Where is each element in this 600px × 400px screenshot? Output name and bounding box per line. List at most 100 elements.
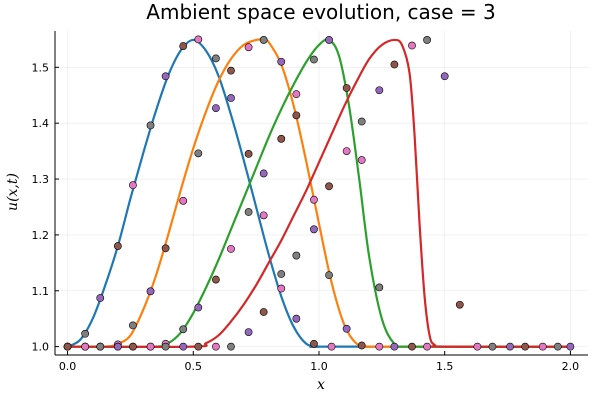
data-point-series-4: [113, 342, 122, 351]
data-point-series-4: [244, 328, 253, 336]
data-point-series-1: [129, 181, 137, 190]
data-point-series-4: [179, 342, 188, 351]
data-point-series-3: [310, 55, 318, 64]
data-point-series-4: [146, 342, 155, 351]
data-point-series-4: [423, 36, 431, 44]
series-lines: [66, 38, 572, 348]
data-point-series-4: [408, 41, 416, 50]
data-point-series-4: [81, 342, 90, 351]
grid: [55, 31, 588, 355]
data-point-series-3: [212, 275, 220, 284]
data-point-series-1: [96, 294, 105, 302]
data-point-series-1: [244, 149, 253, 158]
data-point-series-3: [227, 244, 235, 253]
data-point-series-4: [310, 225, 318, 234]
data-point-series-4: [473, 342, 482, 351]
data-point-series-2: [375, 342, 384, 351]
data-point-series-3: [357, 156, 366, 164]
data-point-series-3: [277, 134, 286, 143]
data-point-series-4: [357, 117, 366, 126]
data-point-series-4: [161, 342, 170, 351]
axis-labels: x u(x,t): [5, 173, 325, 393]
axes: 0.0 0.5 1.0 1.5 2.0 1.0 1.1 1.2 1.3 1.4 1.5: [32, 31, 588, 373]
data-point-series-1: [259, 211, 268, 220]
data-point-series-1: [212, 54, 220, 63]
data-point-series-2: [146, 287, 155, 296]
y-tick-label: 1.1: [32, 285, 50, 298]
series-line-3: [66, 38, 572, 348]
y-tick-label: 1.4: [32, 117, 50, 130]
series-line-1: [66, 38, 572, 348]
data-point-series-1: [179, 42, 188, 50]
data-point-series-2: [259, 36, 268, 44]
data-point-series-2: [161, 244, 170, 253]
data-point-series-1: [327, 342, 336, 351]
data-point-series-2: [325, 271, 333, 280]
data-point-series-4: [553, 342, 562, 351]
data-point-series-3: [342, 84, 351, 92]
data-point-series-1: [81, 329, 90, 338]
data-point-series-3: [179, 325, 188, 334]
data-point-series-3: [194, 303, 203, 312]
data-point-series-4: [488, 342, 497, 351]
data-point-series-1: [113, 242, 122, 250]
y-tick-label: 1.0: [32, 341, 50, 354]
data-point-series-4: [277, 284, 286, 293]
chart-title: Ambient space evolution, case = 3: [146, 0, 495, 24]
data-point-series-2: [277, 57, 286, 66]
data-point-series-4: [342, 147, 351, 156]
data-point-series-2: [342, 324, 351, 333]
data-point-series-1: [277, 270, 286, 278]
y-tick-label: 1.5: [32, 61, 50, 74]
data-point-series-2: [357, 341, 366, 350]
data-point-series-4: [259, 308, 268, 316]
data-point-series-4: [566, 342, 575, 351]
x-axis-label: x: [317, 377, 325, 393]
data-point-series-4: [325, 182, 333, 191]
data-point-series-2: [194, 149, 203, 158]
data-point-series-4: [227, 342, 235, 351]
x-tick-label: 0.5: [185, 360, 203, 373]
data-point-series-2: [244, 43, 253, 52]
series-markers: [63, 35, 575, 351]
data-point-series-3: [325, 36, 333, 44]
data-point-series-4: [521, 342, 530, 351]
data-point-series-4: [455, 300, 464, 309]
y-tick-label: 1.2: [32, 229, 50, 242]
data-point-series-4: [212, 342, 220, 351]
data-point-series-4: [538, 342, 547, 351]
y-axis-label: u(x,t): [5, 173, 21, 211]
data-point-series-4: [96, 342, 105, 351]
x-tick-label: 0.0: [59, 360, 77, 373]
data-point-series-2: [212, 104, 220, 112]
data-point-series-1: [146, 121, 155, 130]
data-point-series-1: [194, 35, 203, 44]
data-point-series-3: [244, 208, 253, 216]
data-point-series-4: [440, 72, 449, 81]
x-tick-label: 2.0: [562, 360, 580, 373]
series-line-4: [66, 38, 572, 348]
data-point-series-3: [375, 283, 384, 292]
data-point-series-4: [63, 342, 72, 351]
data-point-series-3: [292, 90, 301, 99]
data-point-series-1: [292, 314, 301, 323]
data-point-series-4: [390, 60, 399, 69]
data-point-series-2: [179, 196, 188, 205]
x-tick-label: 1.5: [436, 360, 454, 373]
data-point-series-3: [423, 342, 431, 351]
data-point-series-4: [194, 342, 203, 351]
data-point-series-1: [310, 339, 318, 348]
data-point-series-2: [292, 111, 301, 120]
data-point-series-2: [227, 66, 235, 75]
x-tick-label: 1.0: [310, 360, 328, 373]
data-point-series-2: [129, 321, 137, 330]
data-point-series-3: [259, 169, 268, 178]
data-point-series-3: [390, 342, 399, 351]
y-tick-label: 1.3: [32, 173, 50, 186]
data-point-series-3: [408, 342, 416, 351]
data-point-series-1: [227, 94, 235, 102]
data-point-series-2: [310, 195, 318, 204]
data-point-series-4: [506, 342, 514, 351]
data-point-series-4: [375, 86, 384, 95]
